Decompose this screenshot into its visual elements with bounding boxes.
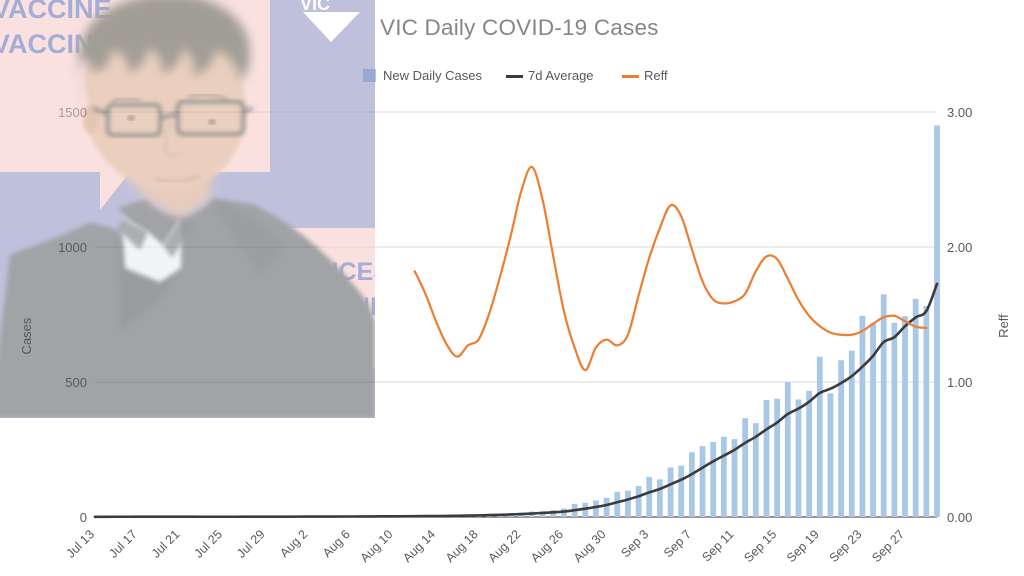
svg-text:Jul 25: Jul 25 <box>192 527 226 561</box>
svg-text:Jul 17: Jul 17 <box>106 527 140 561</box>
svg-text:Sep 15: Sep 15 <box>741 527 779 565</box>
svg-text:Aug 10: Aug 10 <box>358 527 396 565</box>
svg-text:Aug 6: Aug 6 <box>320 527 353 560</box>
svg-text:2.00: 2.00 <box>947 240 972 255</box>
svg-text:Sep 11: Sep 11 <box>699 527 736 564</box>
svg-text:Jul 29: Jul 29 <box>234 527 268 561</box>
svg-text:Sep 19: Sep 19 <box>784 527 822 565</box>
svg-text:Reff: Reff <box>996 314 1011 338</box>
svg-text:Sep 23: Sep 23 <box>827 527 865 565</box>
svg-text:Aug 2: Aug 2 <box>277 527 310 560</box>
svg-text:Sep 7: Sep 7 <box>661 527 694 560</box>
svg-text:Jul 13: Jul 13 <box>64 527 98 561</box>
svg-text:Aug 14: Aug 14 <box>400 527 438 565</box>
svg-text:1.00: 1.00 <box>947 375 972 390</box>
svg-text:Aug 18: Aug 18 <box>443 527 481 565</box>
svg-text:3.00: 3.00 <box>947 105 972 120</box>
svg-text:Aug 30: Aug 30 <box>571 527 609 565</box>
svg-text:Aug 22: Aug 22 <box>486 527 524 565</box>
svg-text:VIC: VIC <box>300 0 330 14</box>
svg-text:Aug 26: Aug 26 <box>528 527 566 565</box>
svg-text:Sep 3: Sep 3 <box>618 527 651 560</box>
svg-text:Jul 21: Jul 21 <box>149 527 183 561</box>
svg-text:0: 0 <box>80 510 87 525</box>
svg-text:Sep 27: Sep 27 <box>869 527 907 565</box>
svg-text:0.00: 0.00 <box>947 510 972 525</box>
